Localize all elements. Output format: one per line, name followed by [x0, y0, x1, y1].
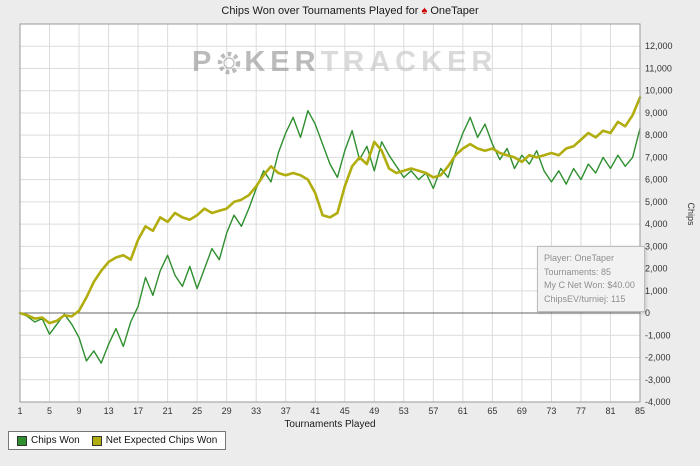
y-tick-label: 6,000 — [645, 175, 668, 185]
x-tick-label: 77 — [576, 406, 586, 416]
y-tick-label: 7,000 — [645, 152, 668, 162]
chart-title: Chips Won over Tournaments Played for ♠ On… — [0, 5, 700, 17]
tooltip-player-line: Player: OneTaper — [544, 253, 615, 263]
tooltip-tournaments-line: Tournaments: 85 — [544, 266, 612, 277]
series-line-chips-won — [19, 109, 641, 364]
tooltip-chipsev-line: ChipsEV/turniej: 115 — [544, 293, 626, 304]
chart-title-text: Chips Won over Tournaments Played for — [221, 5, 419, 17]
legend: Chips Won Net Expected Chips Won — [8, 431, 227, 450]
y-tick-label: 2,000 — [645, 264, 668, 274]
suit-icon: ♠ — [421, 5, 428, 17]
y-tick-label: 4,000 — [645, 219, 668, 229]
y-tick-label: 12,000 — [645, 41, 673, 51]
legend-swatch-net-expected — [91, 435, 102, 446]
x-tick-label: 29 — [222, 406, 232, 416]
x-tick-label: 13 — [104, 406, 114, 416]
x-tick-label: 25 — [192, 406, 202, 416]
y-tick-label: 10,000 — [645, 86, 673, 96]
legend-swatch-chips-won — [17, 435, 27, 446]
plot-border — [19, 23, 641, 403]
x-tick-label: 5 — [47, 406, 52, 416]
y-tick-label: -3,000 — [645, 375, 671, 385]
y-tick-label: 8,000 — [645, 130, 668, 140]
chart-title-player: OneTaper — [430, 5, 479, 17]
x-tick-label: 73 — [546, 406, 556, 416]
x-tick-label: 57 — [428, 406, 438, 416]
y-tick-label: 5,000 — [645, 197, 668, 207]
y-tick-label: -4,000 — [645, 397, 671, 407]
x-axis-title: Tournaments Played — [284, 419, 376, 430]
plot-background — [20, 24, 640, 402]
x-tick-label: 53 — [399, 406, 409, 416]
y-tick-label: -2,000 — [645, 353, 671, 363]
y-tick-label: -1,000 — [645, 330, 671, 340]
y-axis-title: Chips — [686, 202, 696, 226]
y-tick-label: 3,000 — [645, 241, 668, 251]
x-tick-label: 81 — [605, 406, 615, 416]
y-tick-label: 1,000 — [645, 286, 668, 296]
x-tick-label: 9 — [77, 406, 82, 416]
x-tick-label: 37 — [281, 406, 291, 416]
legend-label-net-expected: Net Expected Chips Won — [105, 435, 218, 446]
x-tick-label: 61 — [458, 406, 468, 416]
legend-label-chips-won: Chips Won — [31, 435, 80, 446]
y-tick-label: 0 — [645, 308, 650, 318]
y-tick-label: 9,000 — [645, 108, 668, 118]
x-tick-label: 41 — [310, 406, 320, 416]
x-tick-label: 49 — [369, 406, 379, 416]
tooltip-net-won-line: My C Net Won: $40.00 — [544, 280, 635, 290]
series-line-net-expected-chips-won — [18, 96, 642, 325]
y-tick-label: 11,000 — [645, 63, 672, 73]
x-tick-label: 33 — [251, 406, 261, 416]
x-tick-label: 1 — [17, 406, 22, 416]
x-tick-label: 65 — [487, 406, 497, 416]
legend-item-net-expected: Net Expected Chips Won — [91, 435, 218, 446]
stats-tooltip: Player: OneTaper Tournaments: 85 My C Ne… — [537, 246, 645, 312]
x-tick-label: 45 — [340, 406, 350, 416]
x-tick-label: 69 — [517, 406, 527, 416]
x-tick-label: 85 — [635, 406, 645, 416]
legend-item-chips-won: Chips Won — [17, 435, 80, 446]
x-tick-label: 17 — [133, 406, 143, 416]
x-tick-label: 21 — [163, 406, 173, 416]
